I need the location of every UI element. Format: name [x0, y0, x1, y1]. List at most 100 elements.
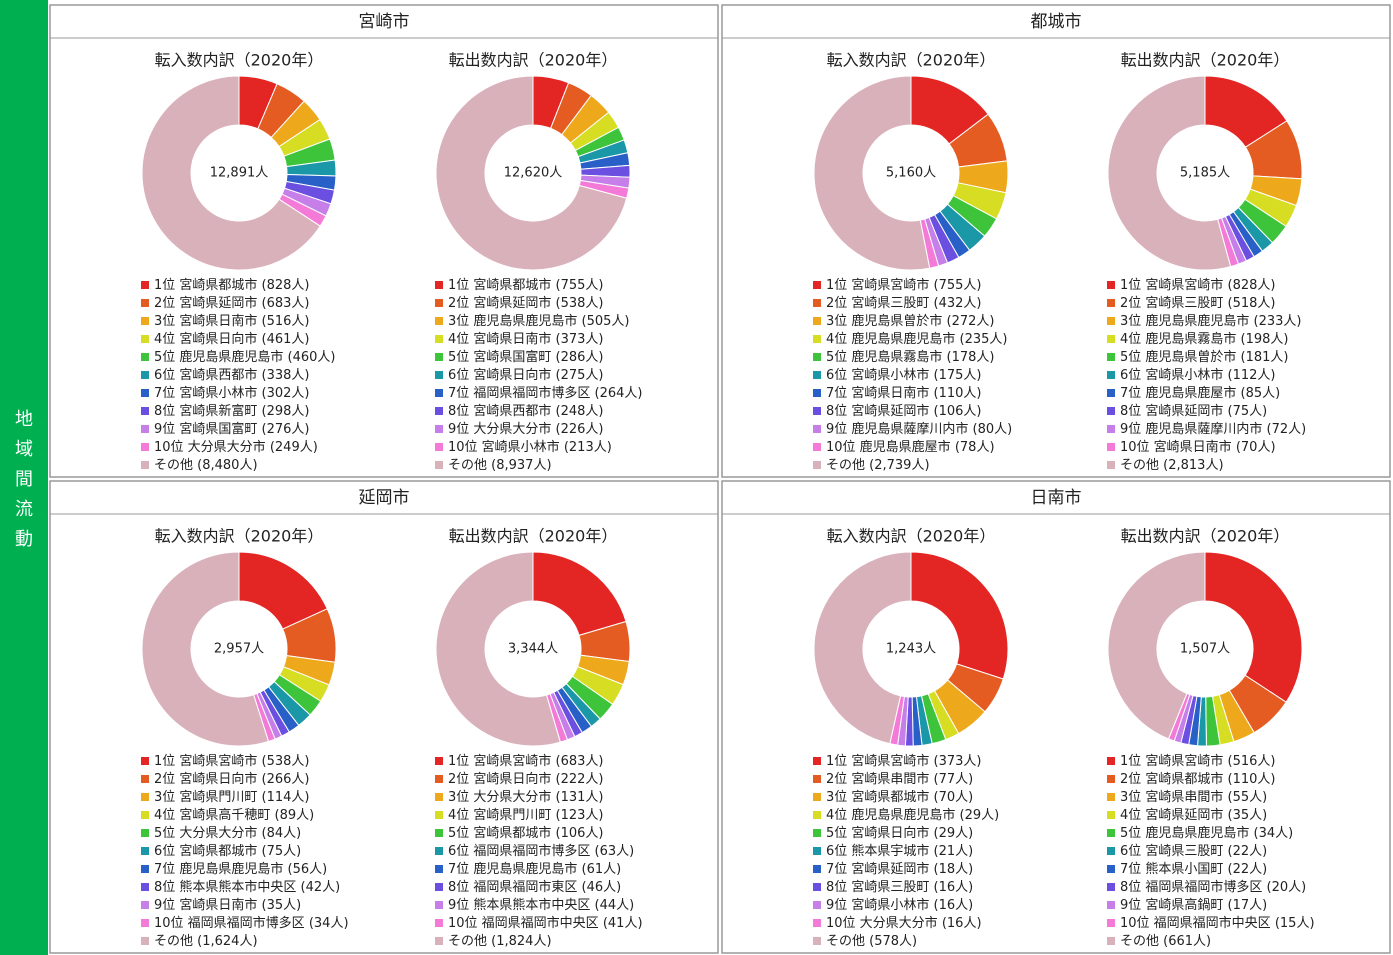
legend-value: (75人)	[262, 844, 302, 859]
legend-value: (34人)	[309, 916, 349, 931]
legend-entry: 1位 宮崎県宮崎市 (516人)	[1120, 753, 1276, 769]
legend-value: (275人)	[556, 368, 604, 383]
legend-entry: 9位 熊本県熊本市中央区 (44人)	[448, 897, 634, 913]
legend-swatch	[813, 775, 821, 783]
legend-swatch	[813, 335, 821, 343]
legend-label: 9位 鹿児島県薩摩川内市	[826, 421, 968, 437]
legend-value: (18人)	[934, 862, 974, 877]
legend-entry: 9位 宮崎県国富町 (276人)	[154, 421, 310, 437]
legend-entry: 5位 大分県大分市 (84人)	[154, 825, 301, 841]
legend-entry: 3位 鹿児島県鹿児島市 (233人)	[1120, 313, 1302, 329]
legend-value: (222人)	[556, 772, 604, 787]
legend-value: (516人)	[262, 314, 310, 329]
legend-value: (432人)	[934, 296, 982, 311]
legend-entry: 8位 宮崎県西都市 (248人)	[448, 403, 604, 419]
legend-swatch	[813, 353, 821, 361]
legend-label: 1位 宮崎県宮崎市	[1120, 753, 1223, 769]
chart-title: 転出数内訳（2020年）	[449, 51, 618, 70]
legend-label: 8位 宮崎県西都市	[448, 403, 551, 419]
legend-entry: 1位 宮崎県宮崎市 (538人)	[154, 753, 310, 769]
legend-label: 2位 宮崎県延岡市	[154, 295, 257, 311]
legend-swatch	[813, 407, 821, 415]
legend-entry: 3位 宮崎県串間市 (55人)	[1120, 789, 1267, 805]
legend-label: 4位 鹿児島県霧島市	[1120, 331, 1236, 347]
legend-label: 7位 鹿児島県鹿児島市	[448, 861, 577, 877]
center-label: 5,160人	[886, 166, 936, 181]
legend-value: (373人)	[556, 332, 604, 347]
legend-label: 5位 鹿児島県曽於市	[1120, 349, 1236, 365]
chart-title: 転入数内訳（2020年）	[155, 527, 324, 546]
legend-swatch	[1107, 407, 1115, 415]
legend-value: (828人)	[1228, 278, 1276, 293]
legend-value: (106人)	[934, 404, 982, 419]
legend-entry: 7位 宮崎県延岡市 (18人)	[826, 861, 973, 877]
legend-value: (41人)	[603, 916, 643, 931]
panel-title: 延岡市	[359, 488, 410, 508]
legend-entry: 6位 宮崎県三股町 (22人)	[1120, 843, 1267, 859]
legend-swatch	[1107, 461, 1115, 469]
donut-segment	[435, 75, 628, 271]
legend-label: 5位 鹿児島県鹿児島市	[1120, 825, 1249, 841]
legend-swatch	[435, 757, 443, 765]
legend-entry: 8位 宮崎県延岡市 (75人)	[1120, 403, 1267, 419]
legend-entry: 4位 宮崎県日南市 (373人)	[448, 331, 604, 347]
legend-entry: 10位 鹿児島県鹿屋市 (78人)	[826, 439, 995, 455]
side-bar	[0, 0, 48, 955]
legend-value: (198人)	[1241, 332, 1289, 347]
legend-value: (373人)	[934, 754, 982, 769]
legend-label: 6位 熊本県宇城市	[826, 843, 929, 859]
legend-label: 2位 宮崎県延岡市	[448, 295, 551, 311]
legend-label: 6位 宮崎県三股町	[1120, 843, 1223, 859]
legend-label: 8位 福岡県福岡市東区	[448, 879, 577, 895]
legend-label: 2位 宮崎県三股町	[1120, 295, 1223, 311]
legend-swatch	[813, 883, 821, 891]
legend-entry: 1位 宮崎県宮崎市 (755人)	[826, 277, 982, 293]
legend-swatch	[813, 389, 821, 397]
legend-swatch	[141, 937, 149, 945]
legend-label: 6位 宮崎県小林市	[1120, 367, 1223, 383]
legend-value: (22人)	[1228, 844, 1268, 859]
legend-swatch	[141, 793, 149, 801]
legend-value: (16人)	[934, 880, 974, 895]
legend-swatch	[435, 937, 443, 945]
legend-entry: 5位 鹿児島県鹿児島市 (34人)	[1120, 825, 1293, 841]
legend-entry: 2位 宮崎県日向市 (222人)	[448, 771, 604, 787]
legend-value: (80人)	[973, 422, 1013, 437]
chart-title: 転入数内訳（2020年）	[827, 527, 996, 546]
legend-entry: 3位 宮崎県門川町 (114人)	[154, 789, 310, 805]
legend-swatch	[1107, 335, 1115, 343]
panel-title: 日南市	[1031, 488, 1082, 508]
legend-swatch	[141, 865, 149, 873]
legend-swatch	[141, 919, 149, 927]
legend-entry: 6位 宮崎県小林市 (112人)	[1120, 367, 1276, 383]
legend-entry: 8位 宮崎県延岡市 (106人)	[826, 403, 982, 419]
legend-entry: 4位 鹿児島県霧島市 (198人)	[1120, 331, 1289, 347]
legend-label: 6位 福岡県福岡市博多区	[448, 843, 590, 859]
legend-entry: 2位 宮崎県三股町 (518人)	[1120, 295, 1276, 311]
legend-value: (16人)	[934, 898, 974, 913]
legend-value: (84人)	[262, 826, 302, 841]
legend-label: その他	[826, 934, 865, 949]
legend-value: (276人)	[262, 422, 310, 437]
legend-value: (110人)	[934, 386, 982, 401]
center-label: 5,185人	[1180, 166, 1230, 181]
legend-label: 4位 宮崎県高千穂町	[154, 807, 270, 823]
donut-segment	[435, 551, 561, 747]
legend-label: 5位 鹿児島県鹿児島市	[154, 349, 283, 365]
chart-title: 転出数内訳（2020年）	[1121, 51, 1290, 70]
legend-swatch	[141, 829, 149, 837]
legend-label: 7位 福岡県福岡市博多区	[448, 385, 590, 401]
legend-swatch	[435, 461, 443, 469]
legend-label: 3位 宮崎県門川町	[154, 789, 257, 805]
donut-segment	[532, 551, 627, 637]
legend-label: 2位 宮崎県都城市	[1120, 771, 1223, 787]
legend-swatch	[141, 407, 149, 415]
side-label: 地域間流動	[15, 409, 33, 550]
legend-swatch	[435, 775, 443, 783]
legend-label: 1位 宮崎県都城市	[154, 277, 257, 293]
legend-value: (55人)	[1228, 790, 1268, 805]
legend-entry: 9位 宮崎県高鍋町 (17人)	[1120, 897, 1267, 913]
legend-label: 10位 大分県大分市	[154, 439, 266, 455]
legend-value: (42人)	[301, 880, 341, 895]
legend-entry: 10位 大分県大分市 (16人)	[826, 915, 982, 931]
